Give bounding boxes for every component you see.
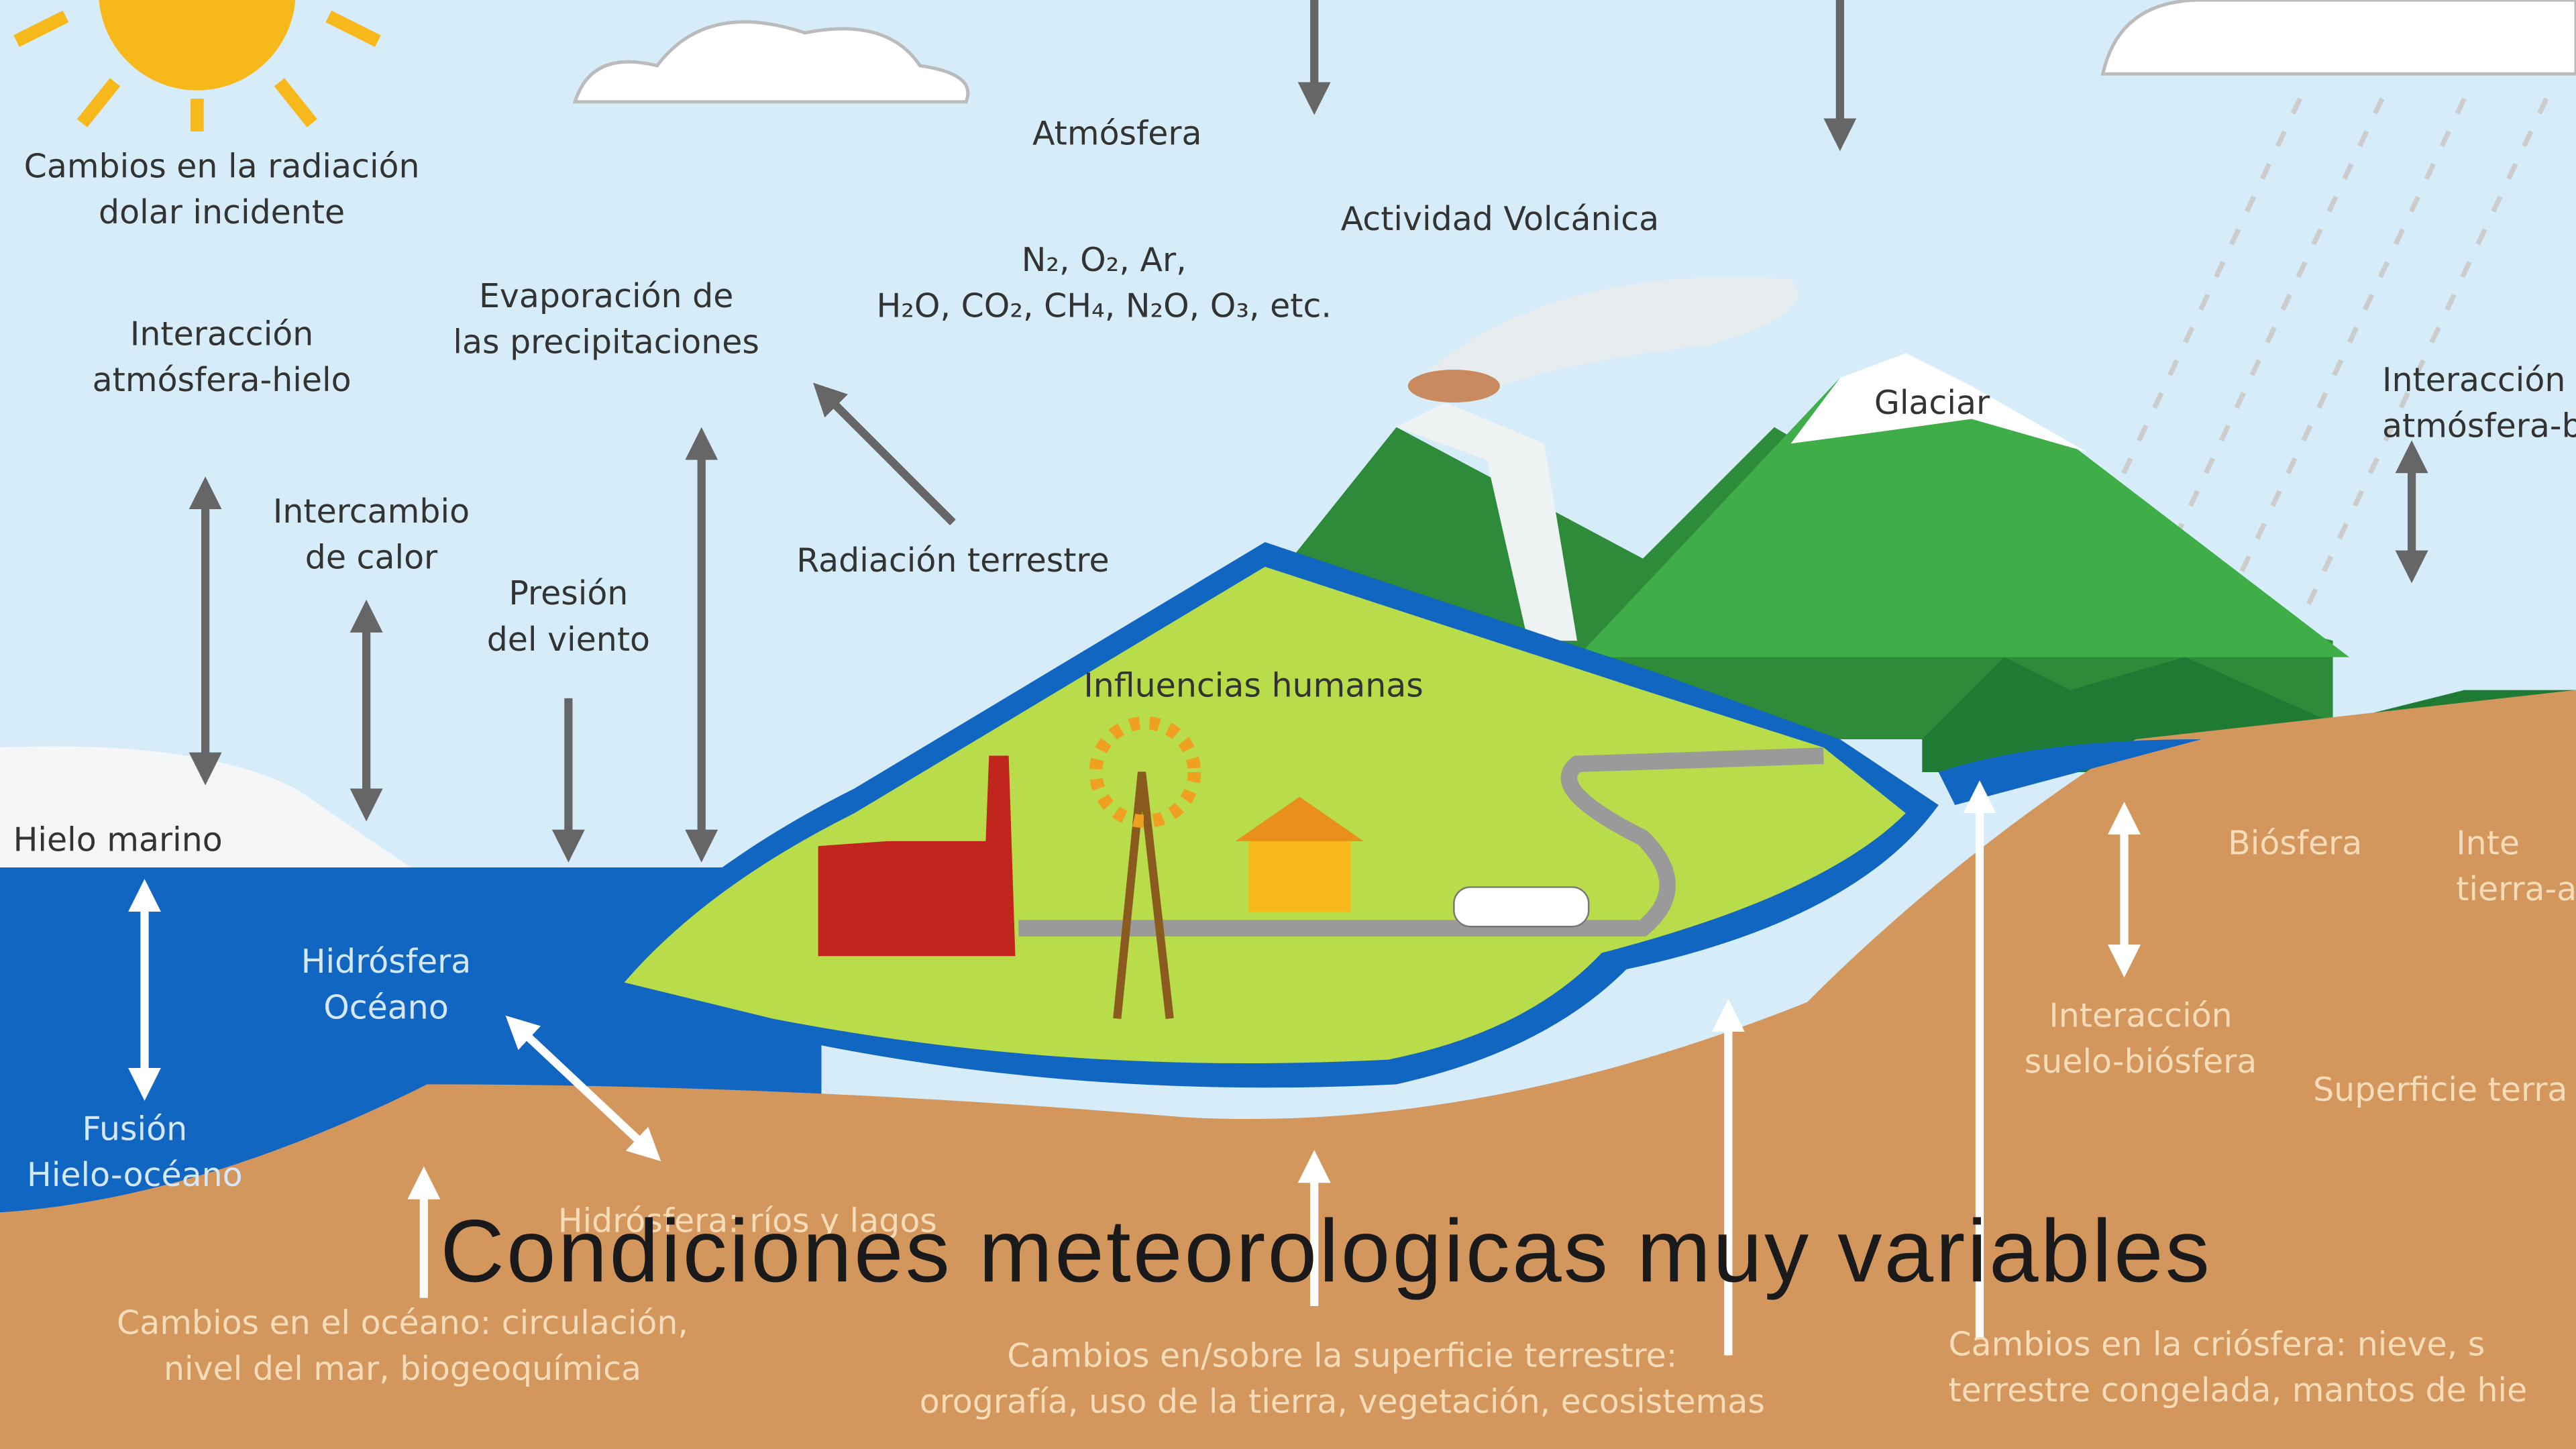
- label: de calor: [305, 538, 438, 576]
- label: H₂O, CO₂, CH₄, N₂O, O₃, etc.: [876, 287, 1331, 325]
- label: del viento: [487, 621, 650, 659]
- label: atmósfera-biós: [2382, 407, 2576, 445]
- label: Hidrósfera: [301, 943, 472, 981]
- label: Interacción: [2049, 997, 2232, 1035]
- caption: Condiciones meteorologicas muy variables: [440, 1201, 2210, 1301]
- label: las precipitaciones: [453, 323, 759, 362]
- label: nivel del mar, biogeoquímica: [164, 1350, 641, 1388]
- label: tierra-a: [2456, 870, 2576, 908]
- label: Fusión: [82, 1110, 187, 1148]
- label: Cambios en el océano: circulación,: [117, 1304, 688, 1342]
- label: Cambios en/sobre la superficie terrestre…: [1007, 1337, 1677, 1375]
- label: Actividad Volcánica: [1341, 200, 1659, 238]
- label: Inte: [2456, 824, 2520, 862]
- label: Atmósfera: [1032, 115, 1202, 153]
- label: N₂, O₂, Ar,: [1022, 241, 1187, 279]
- label: Influencias humanas: [1083, 666, 1423, 704]
- label: Glaciar: [1874, 384, 1990, 422]
- label: Interacción: [130, 315, 313, 353]
- label: Océano: [323, 988, 449, 1026]
- label: dolar incidente: [99, 193, 345, 231]
- label: Biósfera: [2228, 824, 2362, 862]
- label: Hielo marino: [13, 821, 223, 859]
- label: Interacción: [2382, 361, 2565, 399]
- label: Presión: [508, 574, 628, 612]
- label: atmósfera-hielo: [93, 361, 352, 399]
- arrows: [128, 0, 2428, 1356]
- label: Hielo-océano: [27, 1156, 243, 1194]
- label: Cambios en la criósfera: nieve, s: [1948, 1325, 2485, 1363]
- label: Cambios en la radiación: [24, 147, 420, 185]
- label: Evaporación de: [479, 277, 733, 315]
- label: suelo-biósfera: [2025, 1042, 2257, 1081]
- label: orografía, uso de la tierra, vegetación,…: [920, 1383, 1765, 1421]
- label: terrestre congelada, mantos de hie: [1948, 1371, 2527, 1409]
- label: Radiación terrestre: [796, 541, 1109, 580]
- label: Hidrósfera: ríos y lagos: [558, 1202, 937, 1240]
- label: Intercambio: [273, 492, 470, 531]
- label: Superficie terra: [2313, 1071, 2567, 1109]
